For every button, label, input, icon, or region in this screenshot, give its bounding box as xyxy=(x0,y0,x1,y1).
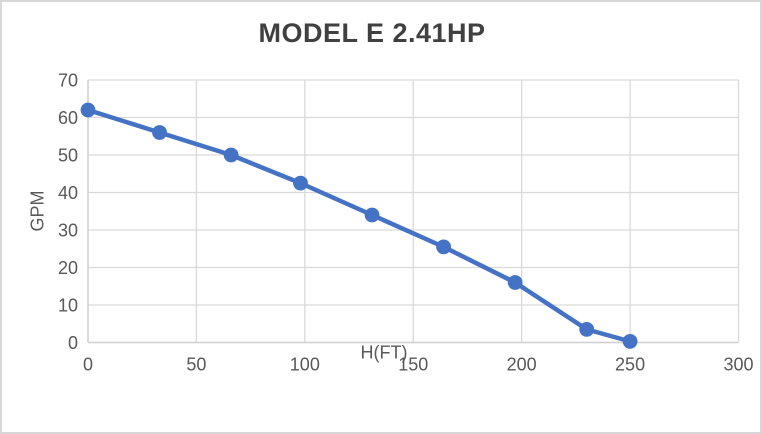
series-line xyxy=(85,107,633,344)
y-tick-label: 60 xyxy=(58,108,78,128)
data-point-marker xyxy=(507,275,523,290)
x-tick-label: 150 xyxy=(398,354,428,374)
y-tick-label: 10 xyxy=(58,295,78,315)
data-point-marker xyxy=(152,125,167,140)
y-tick-label: 0 xyxy=(68,333,78,353)
data-point-marker xyxy=(579,321,595,337)
y-tick-label: 70 xyxy=(58,70,78,90)
x-tick-label: 250 xyxy=(615,354,645,374)
x-tick-label: 50 xyxy=(186,354,206,374)
data-point-marker xyxy=(293,175,308,191)
y-tick-label: 30 xyxy=(58,220,78,240)
x-axis-title: H(FT) xyxy=(360,342,408,363)
x-tick-label: 200 xyxy=(507,354,537,374)
data-point-marker xyxy=(223,147,239,163)
x-tick-label: 300 xyxy=(723,354,753,374)
x-tick-label: 100 xyxy=(290,354,320,374)
data-point-marker xyxy=(80,102,96,118)
y-tick-label: 40 xyxy=(58,183,78,203)
data-point-marker xyxy=(364,207,380,223)
y-tick-label: 50 xyxy=(58,145,78,165)
x-tick-label: 0 xyxy=(83,354,93,374)
data-point-marker xyxy=(436,239,452,255)
y-axis-title: GPM xyxy=(27,190,48,232)
data-point-marker xyxy=(622,333,638,349)
chart-title: MODEL E 2.41HP xyxy=(258,18,486,48)
y-tick-label: 20 xyxy=(58,258,78,278)
